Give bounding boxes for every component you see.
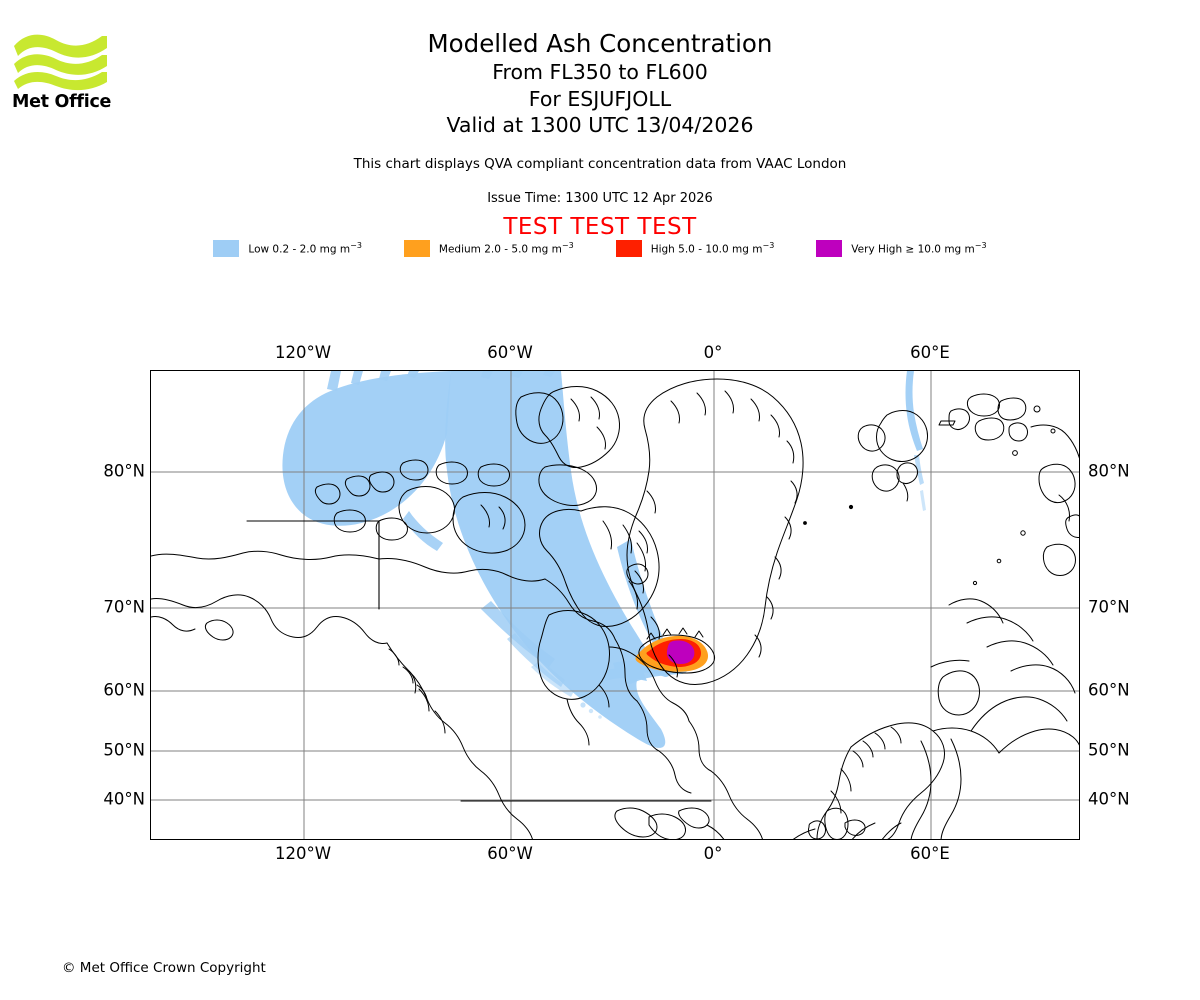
met-office-logo-text: Met Office — [12, 92, 112, 112]
issue-time: Issue Time: 1300 UTC 12 Apr 2026 — [487, 191, 713, 206]
lon-label-top-60e: 60°E — [910, 343, 950, 362]
lon-label-top-120w: 120°W — [274, 343, 332, 362]
legend-item-high: High 5.0 - 10.0 mg m−3 — [615, 240, 817, 257]
legend-item-very-high: Very High ≥ 10.0 mg m−3 — [816, 240, 987, 257]
lon-label-bottom-60e: 60°E — [910, 844, 950, 863]
legend-swatch-medium-icon — [403, 240, 430, 257]
volcano-name: For ESJUFJOLL — [528, 86, 672, 111]
lon-label-top-0: 0° — [703, 343, 723, 362]
valid-time: Valid at 1300 UTC 13/04/2026 — [446, 113, 754, 137]
lat-label-right-70n: 70°N — [1088, 597, 1130, 617]
legend-item-medium: Medium 2.0 - 5.0 mg m−3 — [403, 240, 616, 257]
lon-label-bottom-120w: 120°W — [274, 844, 332, 863]
flight-level-range: From FL350 to FL600 — [492, 60, 708, 84]
lon-label-top-60w: 60°W — [487, 343, 533, 362]
met-office-logo — [12, 24, 122, 114]
page-title: Modelled Ash Concentration — [427, 29, 773, 58]
legend-label-very-high: Very High ≥ 10.0 mg m−3 — [851, 241, 987, 256]
concentration-legend: Low 0.2 - 2.0 mg m−3 Medium 2.0 - 5.0 mg… — [0, 240, 1200, 257]
legend-item-low: Low 0.2 - 2.0 mg m−3 — [213, 240, 403, 257]
lat-label-right-80n: 80°N — [1088, 461, 1130, 481]
page-title-block: Modelled Ash Concentration From FL350 to… — [0, 28, 1200, 139]
chart-note: This chart displays QVA compliant concen… — [353, 156, 847, 172]
lat-label-left-50n: 50°N — [103, 740, 145, 760]
lat-label-right-50n: 50°N — [1088, 740, 1130, 760]
lat-label-right-40n: 40°N — [1088, 789, 1130, 809]
map-canvas — [151, 371, 1079, 839]
legend-swatch-low-icon — [213, 240, 240, 257]
map-gridlines — [151, 371, 1079, 839]
lat-label-left-40n: 40°N — [103, 789, 145, 809]
map-panel[interactable] — [150, 370, 1080, 840]
legend-label-low: Low 0.2 - 2.0 mg m−3 — [248, 241, 362, 256]
lat-label-right-60n: 60°N — [1088, 680, 1130, 700]
test-banner: TEST TEST TEST — [503, 214, 697, 240]
map-coastlines — [151, 378, 1079, 839]
legend-label-high: High 5.0 - 10.0 mg m−3 — [650, 241, 775, 256]
legend-label-medium: Medium 2.0 - 5.0 mg m−3 — [438, 241, 574, 256]
lat-label-left-80n: 80°N — [103, 461, 145, 481]
copyright-notice: © Met Office Crown Copyright — [62, 960, 266, 976]
ash-plume-very-high — [666, 640, 695, 664]
map-frame — [150, 370, 1080, 840]
lon-label-bottom-60w: 60°W — [487, 844, 533, 863]
lat-label-left-60n: 60°N — [103, 680, 145, 700]
lon-label-bottom-0: 0° — [703, 844, 723, 863]
legend-swatch-very-high-icon — [816, 240, 843, 257]
lat-label-left-70n: 70°N — [103, 597, 145, 617]
legend-swatch-high-icon — [615, 240, 642, 257]
